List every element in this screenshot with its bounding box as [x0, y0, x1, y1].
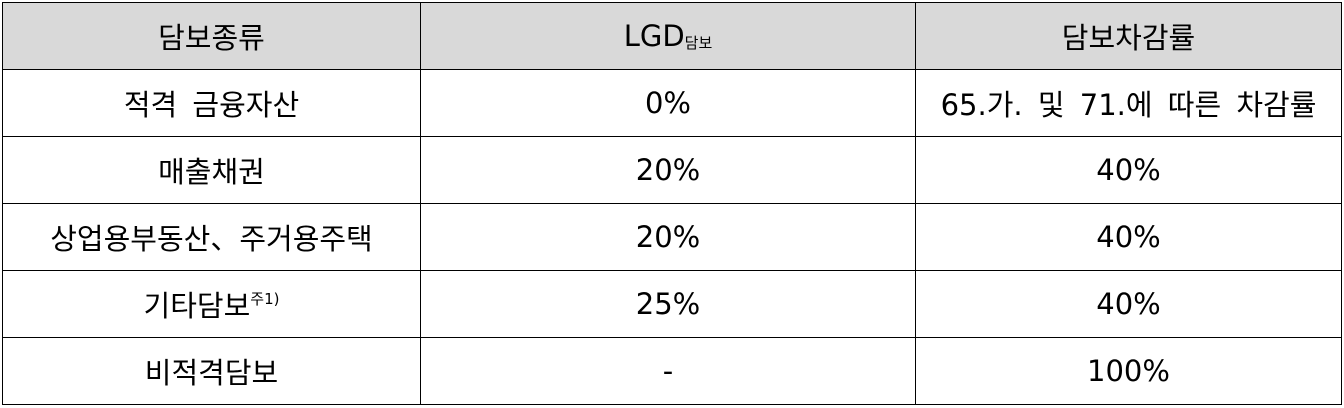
header-lgd-main: LGD: [623, 19, 685, 53]
header-lgd: LGD담보: [420, 2, 916, 70]
header-haircut: 담보차감률: [915, 2, 1342, 70]
cell-lgd: -: [420, 337, 916, 405]
cell-lgd: 25%: [420, 270, 916, 338]
cell-lgd: 20%: [420, 203, 916, 271]
cell-collateral-type: 매출채권: [2, 136, 421, 204]
header-collateral-type: 담보종류: [2, 2, 421, 70]
cell-lgd: 0%: [420, 69, 916, 137]
header-row: 담보종류 LGD담보 담보차감률: [2, 2, 1342, 70]
cell-haircut: 100%: [915, 337, 1342, 405]
header-lgd-subscript: 담보: [684, 34, 713, 52]
cell-collateral-type: 상업용부동산、주거용주택: [2, 203, 421, 271]
table-row: 기타담보주1) 25% 40%: [2, 270, 1342, 338]
cell-haircut: 40%: [915, 203, 1342, 271]
cell-collateral-type: 비적격담보: [2, 337, 421, 405]
cell-lgd: 20%: [420, 136, 916, 204]
cell-collateral-type: 기타담보주1): [2, 270, 421, 338]
cell-haircut: 40%: [915, 136, 1342, 204]
cell-collateral-type-label: 기타담보: [143, 289, 251, 323]
cell-haircut: 65.가. 및 71.에 따른 차감률: [915, 69, 1342, 137]
table-row: 적격 금융자산 0% 65.가. 및 71.에 따른 차감률: [2, 69, 1342, 137]
table-row: 상업용부동산、주거용주택 20% 40%: [2, 203, 1342, 271]
table-row: 비적격담보 - 100%: [2, 337, 1342, 405]
cell-collateral-type: 적격 금융자산: [2, 69, 421, 137]
table-row: 매출채권 20% 40%: [2, 136, 1342, 204]
cell-haircut: 40%: [915, 270, 1342, 338]
footnote-marker: 주1): [250, 290, 280, 308]
